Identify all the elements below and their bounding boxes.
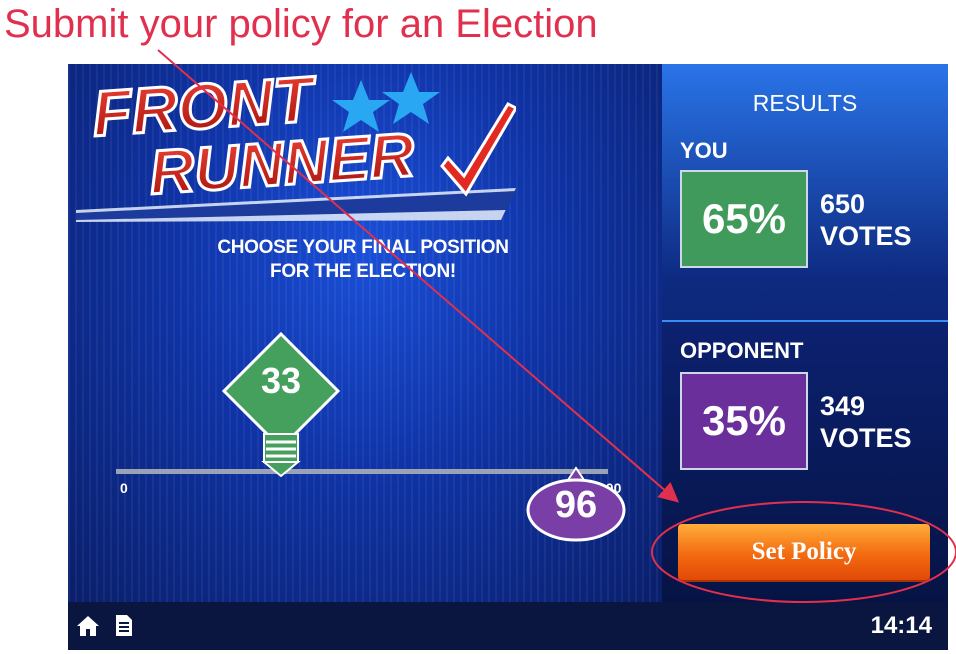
final-position-prompt: CHOOSE YOUR FINAL POSITION FOR THE ELECT… xyxy=(178,236,548,284)
results-panel: RESULTS YOU 65% 650 VOTES OPPONENT 35% 3… xyxy=(662,64,948,604)
front-runner-logo: FRONT RUNNER xyxy=(76,70,516,222)
you-label: YOU xyxy=(680,138,728,163)
slider-min-label: 0 xyxy=(120,480,128,496)
instruction-text: Submit your policy for an Election xyxy=(4,2,598,46)
prompt-line-1: CHOOSE YOUR FINAL POSITION xyxy=(217,237,509,258)
opponent-percent: 35% xyxy=(701,397,787,444)
results-title: RESULTS xyxy=(752,90,858,116)
you-votes-count: 650 xyxy=(820,189,866,219)
opponent-votes-label: VOTES xyxy=(820,423,912,453)
clock: 14:14 xyxy=(870,612,932,639)
opponent-label: OPPONENT xyxy=(680,338,804,363)
you-votes-label: VOTES xyxy=(820,221,912,251)
opponent-votes: 349 VOTES xyxy=(820,390,912,454)
game-window: FRONT RUNNER CHOOSE YOUR FINAL POSITION … xyxy=(68,64,948,650)
document-icon[interactable] xyxy=(114,613,134,638)
prompt-line-2: FOR THE ELECTION! xyxy=(270,261,456,282)
opponent-percent-box: 35% xyxy=(680,372,808,470)
game-stage: FRONT RUNNER CHOOSE YOUR FINAL POSITION … xyxy=(68,64,662,602)
bottom-bar: 14:14 xyxy=(68,602,948,650)
opponent-votes-count: 349 xyxy=(820,391,866,421)
set-policy-button[interactable]: Set Policy xyxy=(678,524,930,580)
you-percent-box: 65% xyxy=(680,170,808,268)
you-percent: 65% xyxy=(701,195,787,242)
player-position-marker[interactable] xyxy=(218,332,344,480)
player-position-value: 33 xyxy=(260,360,302,401)
opponent-position-value: 96 xyxy=(554,484,598,526)
home-icon[interactable] xyxy=(76,614,100,638)
you-votes: 650 VOTES xyxy=(820,188,912,252)
